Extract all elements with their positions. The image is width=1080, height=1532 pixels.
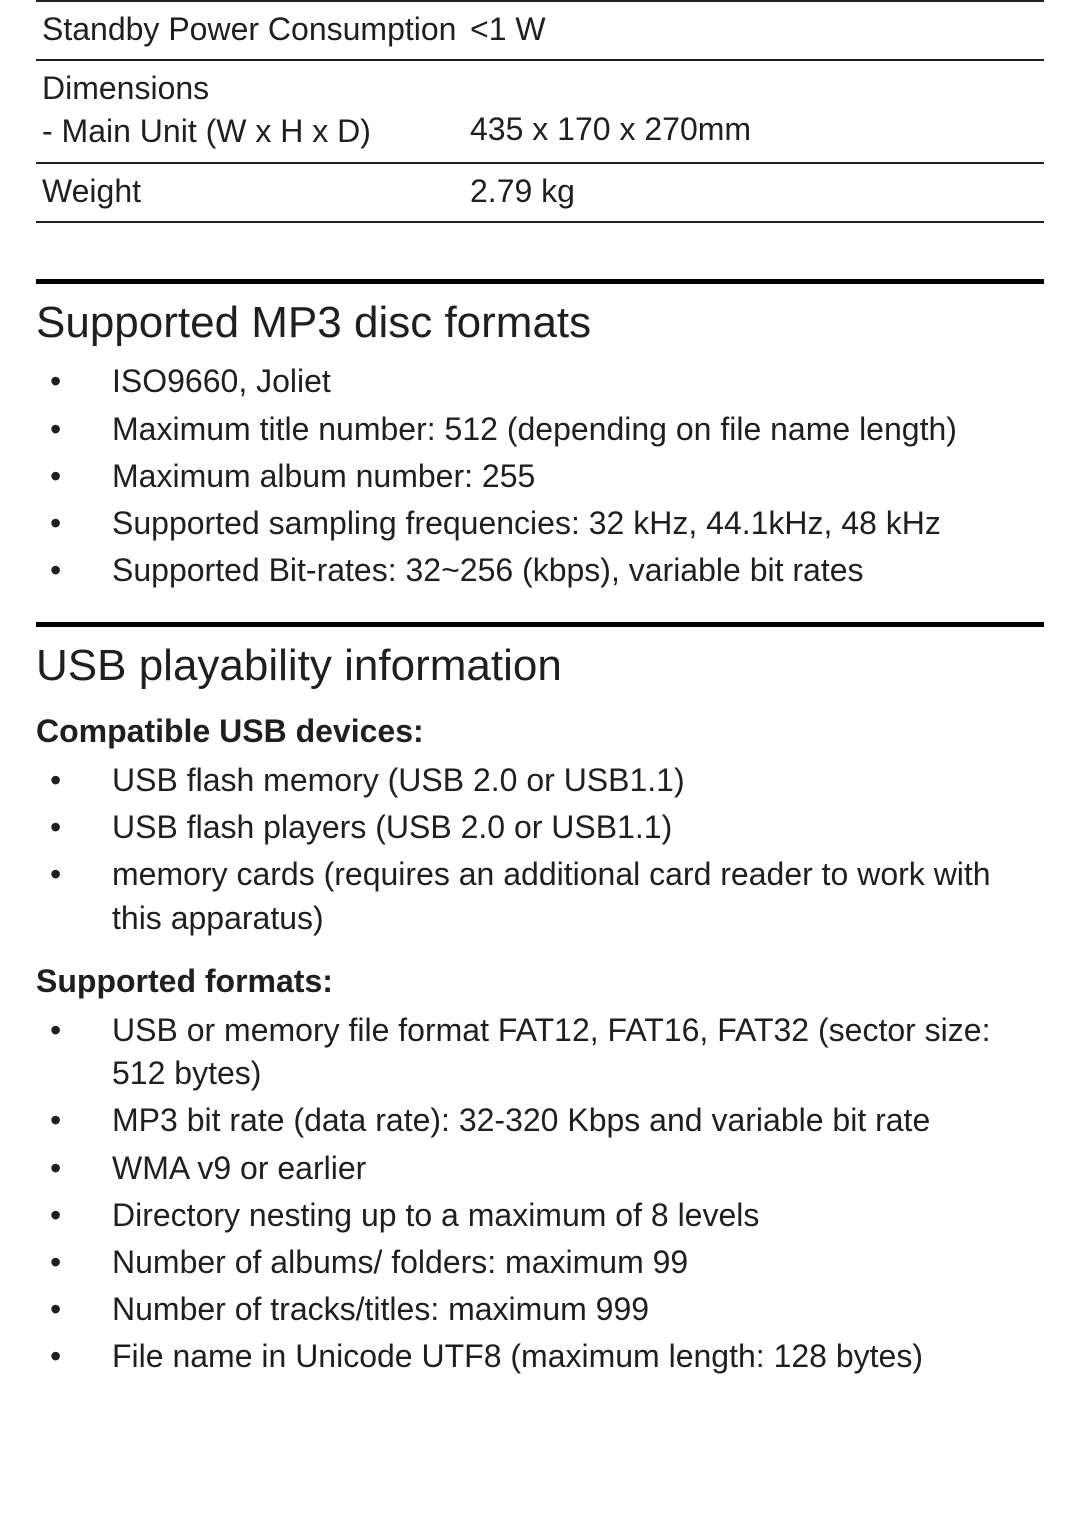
section-rule bbox=[36, 622, 1044, 627]
spec-value: 435 x 170 x 270mm bbox=[462, 108, 1044, 153]
list-item: Maximum album number: 255 bbox=[36, 453, 1044, 500]
list-item: WMA v9 or earlier bbox=[36, 1145, 1044, 1192]
spec-label: Standby Power Consumption bbox=[36, 8, 462, 51]
list-item: USB flash players (USB 2.0 or USB1.1) bbox=[36, 804, 1044, 851]
list-item: USB or memory file format FAT12, FAT16, … bbox=[36, 1007, 1044, 1097]
document-page: Standby Power Consumption <1 W Dimension… bbox=[0, 0, 1080, 1421]
table-row: Standby Power Consumption <1 W bbox=[36, 2, 1044, 61]
supported-formats-list: USB or memory file format FAT12, FAT16, … bbox=[36, 1007, 1044, 1381]
table-row: Weight 2.79 kg bbox=[36, 164, 1044, 223]
list-item: Directory nesting up to a maximum of 8 l… bbox=[36, 1192, 1044, 1239]
list-item: Maximum title number: 512 (depending on … bbox=[36, 406, 1044, 453]
spec-value: 2.79 kg bbox=[462, 170, 1044, 213]
spec-label: Weight bbox=[36, 170, 462, 213]
list-item: USB flash memory (USB 2.0 or USB1.1) bbox=[36, 757, 1044, 804]
list-item: memory cards (requires an additional car… bbox=[36, 851, 1044, 941]
section-title-usb: USB playability information bbox=[36, 641, 1044, 692]
compatible-usb-list: USB flash memory (USB 2.0 or USB1.1) USB… bbox=[36, 757, 1044, 942]
section-rule bbox=[36, 279, 1044, 284]
list-item: MP3 bit rate (data rate): 32-320 Kbps an… bbox=[36, 1097, 1044, 1144]
specs-table: Standby Power Consumption <1 W Dimension… bbox=[36, 0, 1044, 223]
list-item: Number of albums/ folders: maximum 99 bbox=[36, 1239, 1044, 1286]
subheading-compatible-usb: Compatible USB devices: bbox=[36, 710, 1044, 753]
list-item: ISO9660, Joliet bbox=[36, 358, 1044, 405]
list-item: File name in Unicode UTF8 (maximum lengt… bbox=[36, 1333, 1044, 1380]
subheading-supported-formats: Supported formats: bbox=[36, 960, 1044, 1003]
table-row: Dimensions - Main Unit (W x H x D) 435 x… bbox=[36, 61, 1044, 163]
mp3-formats-list: ISO9660, Joliet Maximum title number: 51… bbox=[36, 358, 1044, 594]
list-item: Number of tracks/titles: maximum 999 bbox=[36, 1286, 1044, 1333]
list-item: Supported Bit-rates: 32~256 (kbps), vari… bbox=[36, 547, 1044, 594]
spec-value: <1 W bbox=[462, 8, 1044, 51]
list-item: Supported sampling frequencies: 32 kHz, … bbox=[36, 500, 1044, 547]
spec-label: Dimensions - Main Unit (W x H x D) bbox=[36, 67, 462, 153]
section-title-mp3: Supported MP3 disc formats bbox=[36, 298, 1044, 349]
